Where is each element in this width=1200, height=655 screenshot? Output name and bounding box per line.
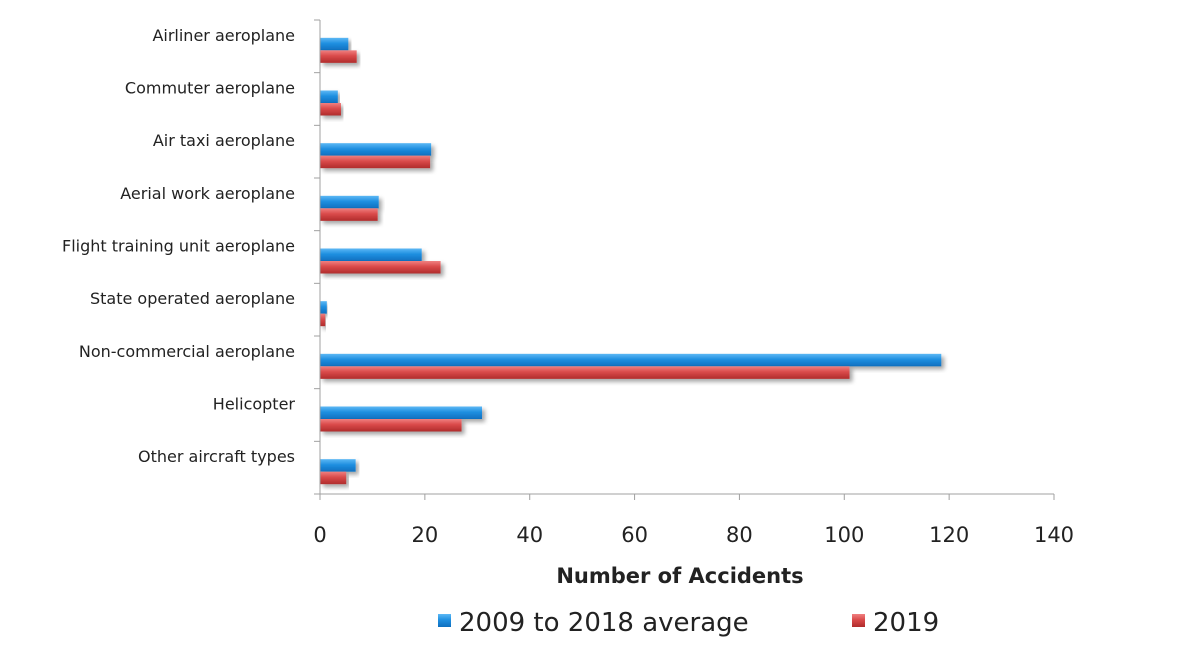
labels-layer: Airliner aeroplane Commuter aeroplane Air … bbox=[62, 26, 1074, 547]
legend-swatch-0 bbox=[438, 614, 451, 627]
x-tick-label: 100 bbox=[824, 523, 864, 547]
x-tick-label: 80 bbox=[726, 523, 753, 547]
bar-average-1 bbox=[320, 90, 338, 103]
x-tick-label: 20 bbox=[411, 523, 438, 547]
bar-year-5 bbox=[320, 313, 326, 327]
bar-year-6 bbox=[320, 366, 850, 379]
bar-year-3 bbox=[320, 208, 378, 221]
x-tick-label: 0 bbox=[313, 523, 326, 547]
legend-swatch-1 bbox=[852, 614, 865, 627]
bar-average-6 bbox=[320, 353, 942, 367]
bar-average-7 bbox=[320, 406, 483, 419]
axes-layer bbox=[314, 19, 1055, 500]
x-tick-label: 40 bbox=[516, 523, 543, 547]
x-tick-label: 120 bbox=[929, 523, 969, 547]
bars-layer bbox=[320, 37, 942, 485]
category-label: Flight training unit aeroplane bbox=[62, 237, 295, 256]
category-label: Non-commercial aeroplane bbox=[79, 342, 295, 361]
bar-average-2 bbox=[320, 143, 432, 156]
category-label: Other aircraft types bbox=[138, 447, 295, 466]
legend: 2009 to 2018 average 2019 bbox=[438, 608, 939, 638]
legend-label-0: 2009 to 2018 average bbox=[459, 608, 749, 638]
bar-year-1 bbox=[320, 103, 341, 116]
category-label: Airliner aeroplane bbox=[152, 26, 295, 45]
category-label: State operated aeroplane bbox=[90, 289, 295, 308]
bar-year-0 bbox=[320, 50, 357, 63]
bar-year-4 bbox=[320, 261, 441, 274]
x-tick-label: 140 bbox=[1034, 523, 1074, 547]
bar-year-2 bbox=[320, 155, 431, 169]
bar-average-4 bbox=[320, 248, 422, 261]
category-label: Helicopter bbox=[213, 395, 296, 414]
legend-label-1: 2019 bbox=[873, 608, 939, 638]
bar-year-8 bbox=[320, 471, 347, 485]
bar-average-5 bbox=[320, 301, 327, 314]
x-axis-title: Number of Accidents bbox=[556, 564, 803, 588]
x-tick-label: 60 bbox=[621, 523, 648, 547]
bar-average-8 bbox=[320, 459, 356, 472]
category-label: Commuter aeroplane bbox=[125, 79, 295, 98]
category-label: Air taxi aeroplane bbox=[153, 131, 295, 150]
bar-average-3 bbox=[320, 195, 379, 209]
bar-year-7 bbox=[320, 419, 462, 432]
bar-average-0 bbox=[320, 37, 349, 51]
category-label: Aerial work aeroplane bbox=[120, 184, 295, 203]
